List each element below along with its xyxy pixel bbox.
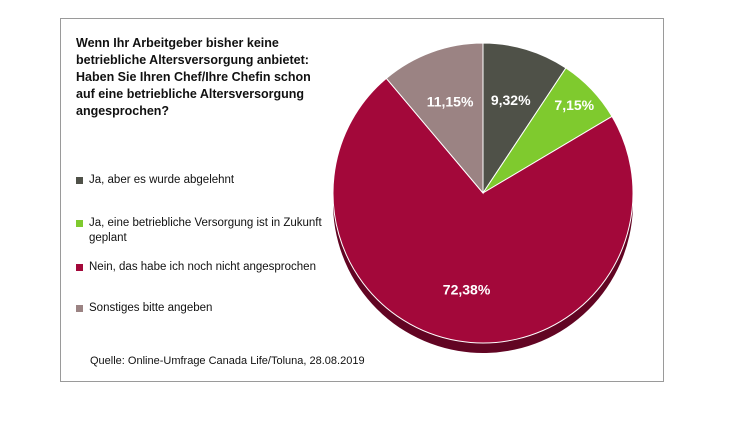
legend-label-sonstiges: Sonstiges bitte angeben <box>89 302 213 314</box>
pie-value-label-nicht-angesprochen: 72,38% <box>443 281 491 297</box>
legend-swatch-abgelehnt <box>76 177 83 184</box>
pie-value-label-sonstiges: 11,15% <box>427 94 474 110</box>
legend-label-nicht-angesprochen: Nein, das habe ich noch nicht angesproch… <box>89 261 316 273</box>
chart-title: Wenn Ihr Arbeitgeber bisher keine betrie… <box>76 36 311 118</box>
legend-item-sonstiges: Sonstiges bitte angeben <box>76 301 326 316</box>
legend-item-nicht-angesprochen: Nein, das habe ich noch nicht angesproch… <box>76 260 326 275</box>
legend-label-abgelehnt: Ja, aber es wurde abgelehnt <box>89 174 235 186</box>
legend-swatch-geplant <box>76 220 83 227</box>
legend-item-geplant: Ja, eine betriebliche Versorgung ist in … <box>76 216 326 246</box>
legend-swatch-nicht-angesprochen <box>76 264 83 271</box>
source-note: Quelle: Online-Umfrage Canada Life/Tolun… <box>90 355 365 367</box>
pie-chart: 9,32% 7,15% 72,38% 11,15% <box>332 42 634 353</box>
legend-swatch-sonstiges <box>76 305 83 312</box>
legend-item-abgelehnt: Ja, aber es wurde abgelehnt <box>76 173 326 188</box>
pie-slices <box>332 42 634 344</box>
pie-value-label-abgelehnt: 9,32% <box>491 92 531 108</box>
legend-label-geplant: Ja, eine betriebliche Versorgung ist in … <box>89 217 322 244</box>
pie-slice-sonstiges <box>385 42 484 195</box>
pie-value-label-geplant: 7,15% <box>554 97 594 113</box>
pie-value-labels: 9,32% 7,15% 72,38% 11,15% <box>427 92 595 298</box>
pie-slice-abgelehnt <box>482 42 567 195</box>
pie-slice-nicht-angesprochen <box>332 77 634 344</box>
